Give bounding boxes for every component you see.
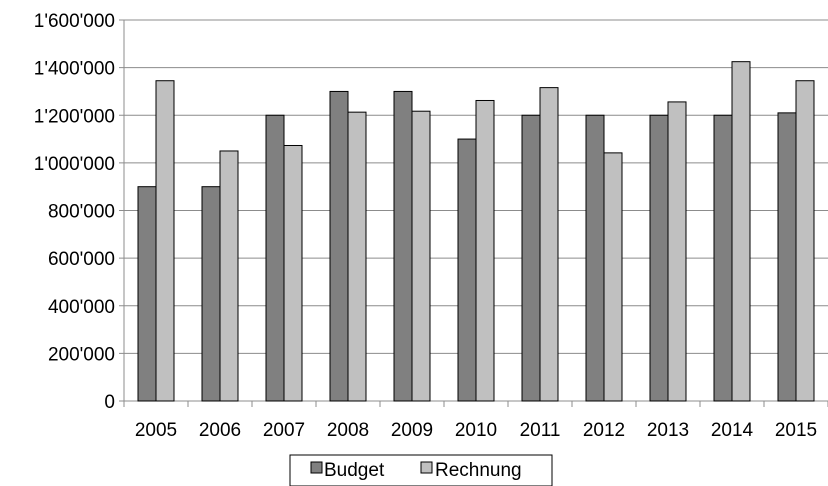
- bar-budget-2005: [137, 186, 157, 402]
- bar-budget-2008: [329, 90, 349, 402]
- bar-budget-2013: [649, 114, 669, 402]
- bar-rechnung-2011: [539, 87, 559, 402]
- x-tick-label: 2014: [711, 420, 754, 441]
- bar-budget-2014: [713, 114, 733, 402]
- x-tick-label: 2010: [455, 420, 497, 441]
- legend-swatch-budget: [310, 461, 323, 474]
- x-tick-label: 2009: [391, 420, 433, 441]
- bar-rechnung-2005: [155, 80, 175, 402]
- legend-label-budget: Budget: [324, 460, 385, 481]
- x-tick-label: 2005: [135, 420, 177, 441]
- bar-rechnung-2012: [603, 152, 623, 402]
- x-tick-label: 2008: [327, 420, 369, 441]
- bar-budget-2015: [777, 112, 797, 402]
- x-tick-label: 2006: [199, 420, 241, 441]
- bar-budget-2010: [457, 138, 477, 402]
- x-tick-label: 2015: [775, 420, 817, 441]
- bar-budget-2007: [265, 114, 285, 402]
- bar-rechnung-2006: [219, 150, 239, 402]
- x-tick-label: 2007: [263, 420, 305, 441]
- y-axis: 0 200'000 400'000 600'000 800'000 1'000'000 1'…: [34, 11, 125, 413]
- bar-budget-2009: [393, 90, 413, 402]
- y-tick-label: 800'000: [48, 202, 115, 223]
- bar-budget-2006: [201, 186, 221, 402]
- legend: Budget Rechnung: [289, 454, 553, 486]
- x-tick-label: 2011: [520, 420, 561, 441]
- legend-label-rechnung: Rechnung: [435, 460, 522, 481]
- y-tick-label: 200'000: [48, 344, 115, 365]
- y-tick-label: 1'400'000: [34, 59, 115, 80]
- x-tick-label: 2013: [647, 420, 689, 441]
- bar-rechnung-2008: [347, 111, 367, 402]
- bar-rechnung-2014: [731, 61, 751, 402]
- bar-rechnung-2013: [667, 101, 687, 402]
- x-tick-label: 2012: [583, 420, 625, 441]
- y-tick-label: 600'000: [48, 249, 115, 270]
- bar-rechnung-2010: [475, 99, 495, 402]
- x-axis: 2005 2006 2007 2008 2009 2010 2011 2012 2013 2014…: [123, 400, 828, 441]
- bar-rechnung-2015: [795, 80, 815, 402]
- bar-budget-2012: [585, 114, 605, 402]
- y-tick-label: 1'600'000: [34, 11, 115, 32]
- bar-budget-2011: [521, 114, 541, 402]
- y-tick-label: 0: [104, 392, 115, 413]
- bar-rechnung-2007: [283, 144, 303, 402]
- bar-rechnung-2009: [411, 110, 431, 402]
- y-tick-label: 400'000: [48, 297, 115, 318]
- bars: [137, 61, 815, 402]
- y-tick-label: 1'200'000: [34, 106, 115, 127]
- legend-swatch-rechnung: [420, 461, 433, 474]
- y-tick-label: 1'000'000: [34, 154, 115, 175]
